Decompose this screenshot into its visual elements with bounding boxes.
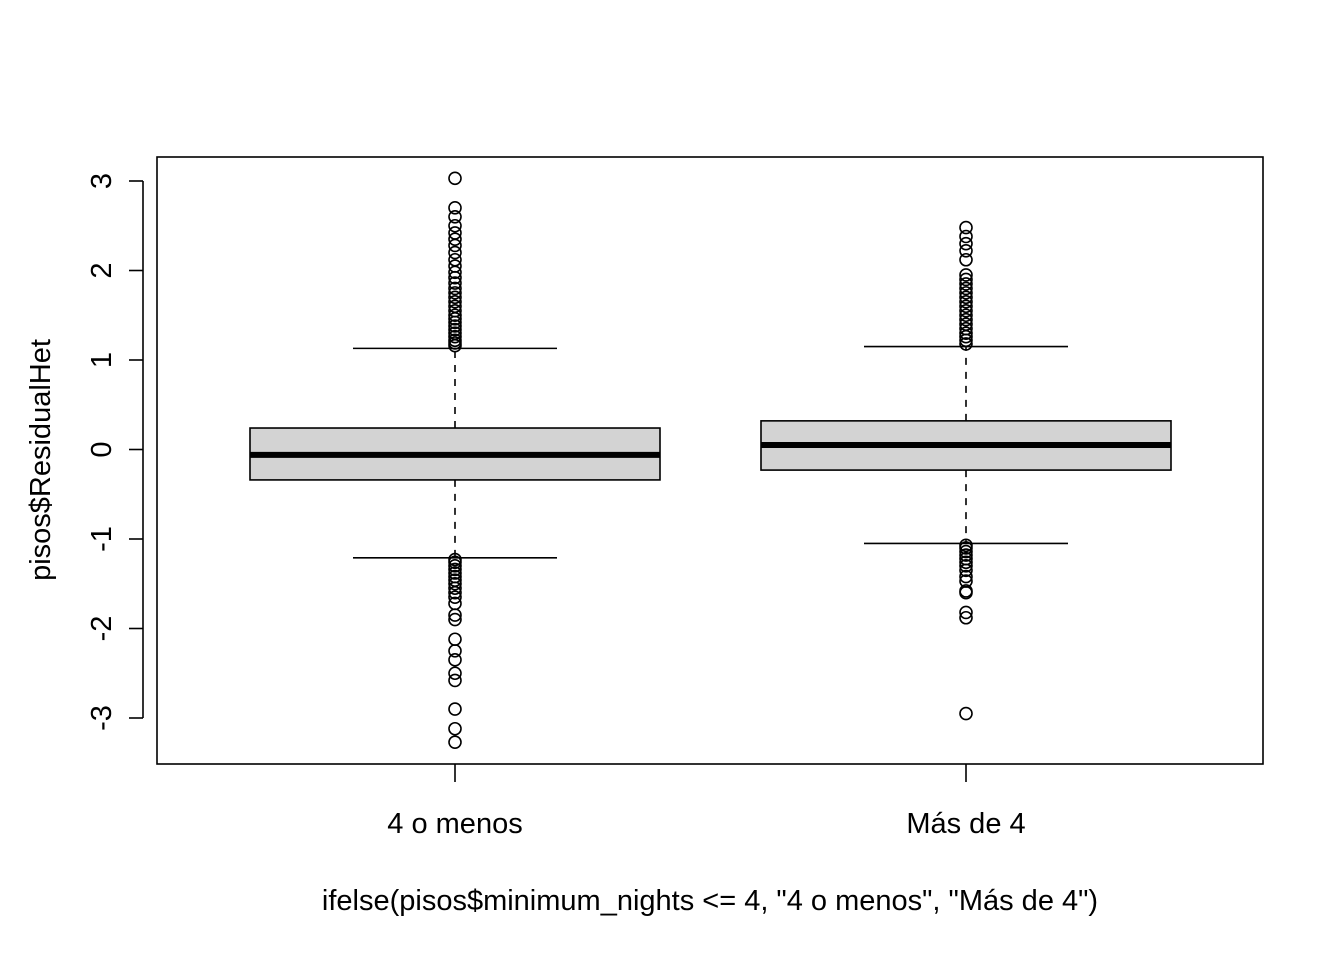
outlier-point (448, 218, 462, 233)
outlier-point (448, 201, 462, 215)
outlier-point (448, 265, 462, 280)
outlier-point (448, 238, 462, 253)
outlier-point (959, 548, 973, 562)
outlier-point (959, 277, 973, 291)
outlier-point (448, 585, 462, 600)
outlier-point (959, 541, 973, 555)
outlier-point (959, 333, 973, 348)
outlier-point (448, 276, 462, 290)
box-group (249, 171, 661, 749)
outlier-point (959, 569, 973, 584)
outlier-point (959, 286, 973, 300)
outlier-point (448, 329, 462, 344)
outlier-point (448, 562, 462, 577)
outlier-point (959, 563, 973, 578)
outlier-point (448, 576, 462, 591)
outlier-point (448, 653, 462, 667)
outlier-point (448, 566, 462, 580)
outlier-point (448, 721, 462, 736)
outlier-point (959, 312, 973, 327)
outlier-point (959, 308, 973, 323)
outlier-point (448, 290, 462, 305)
outlier-point (448, 581, 462, 596)
y-tick-label: -1 (86, 526, 118, 552)
outlier-point (448, 555, 462, 570)
outlier-point (448, 319, 462, 333)
outlier-point (448, 608, 462, 622)
outlier-point (448, 286, 462, 300)
box-group (760, 220, 1172, 721)
outlier-point (959, 229, 973, 244)
x-axis-label: ifelse(pisos$minimum_nights <= 4, "4 o m… (322, 885, 1098, 917)
outlier-point (448, 735, 462, 749)
outlier-point (448, 232, 462, 246)
outlier-point (448, 308, 462, 323)
outlier-point (959, 610, 973, 625)
outlier-point (448, 666, 462, 681)
y-tick-label: 2 (86, 262, 118, 278)
outlier-point (448, 171, 462, 186)
outlier-point (959, 329, 973, 344)
outlier-point (959, 326, 973, 340)
x-tick-label: 4 o menos (387, 808, 522, 840)
outlier-point (959, 559, 973, 573)
outlier-point (959, 281, 973, 296)
outlier-point (448, 559, 462, 573)
outlier-point (959, 585, 973, 600)
outlier-point (959, 220, 973, 235)
y-axis: -3 -2 -1 0 1 2 3 (86, 173, 144, 731)
outlier-point (959, 706, 973, 721)
outlier-point (959, 605, 973, 620)
boxes-group (249, 171, 1172, 749)
outlier-point (959, 272, 973, 287)
outlier-point (959, 244, 973, 258)
outlier-point (959, 252, 973, 267)
outlier-point (959, 555, 973, 570)
y-tick-label: 3 (86, 173, 118, 189)
outlier-point (448, 338, 462, 353)
outlier-point (448, 210, 462, 224)
outlier-point (959, 295, 973, 309)
plot-frame (156, 156, 1264, 765)
outlier-point (448, 312, 462, 326)
y-tick-label: -3 (86, 705, 118, 731)
y-axis-label: pisos$ResidualHet (25, 339, 57, 581)
outlier-point (959, 544, 973, 559)
y-tick-label: 1 (86, 352, 118, 368)
outlier-point (959, 236, 973, 251)
outlier-point (959, 299, 973, 314)
outlier-point (448, 315, 462, 330)
outlier-point (448, 644, 462, 658)
outlier-point (448, 295, 462, 309)
outlier-point (448, 632, 462, 647)
outlier-point (959, 290, 973, 305)
outlier-point (959, 303, 973, 318)
outlier-point (448, 281, 462, 296)
x-tick-label: Más de 4 (906, 808, 1025, 840)
outlier-point (959, 337, 973, 351)
outlier-point (448, 590, 462, 604)
y-tick-label: -2 (86, 616, 118, 642)
outlier-point (448, 245, 462, 260)
outlier-point (448, 612, 462, 627)
y-tick-label: 0 (86, 441, 118, 457)
outlier-point (448, 673, 462, 688)
outlier-point (448, 702, 462, 716)
outlier-point (448, 322, 462, 337)
x-axis: 4 o menos Más de 4 (387, 764, 1026, 840)
outlier-point (959, 268, 973, 282)
outlier-point (448, 270, 462, 285)
